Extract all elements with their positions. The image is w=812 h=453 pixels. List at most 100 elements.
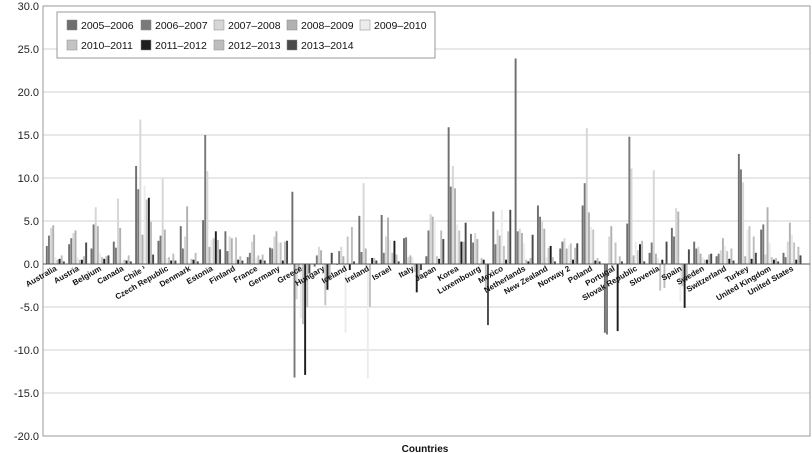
bar bbox=[94, 207, 97, 264]
bar bbox=[594, 260, 597, 264]
legend-swatch bbox=[286, 19, 298, 31]
bar bbox=[291, 191, 294, 264]
bar bbox=[411, 257, 414, 264]
bar bbox=[549, 245, 552, 264]
bar bbox=[648, 252, 651, 264]
bar bbox=[614, 242, 617, 264]
bar bbox=[214, 231, 217, 264]
bar bbox=[145, 199, 148, 264]
bar bbox=[431, 216, 434, 264]
bar bbox=[313, 264, 316, 267]
bar bbox=[598, 261, 601, 264]
legend-box bbox=[56, 11, 436, 59]
bar bbox=[587, 212, 590, 264]
bar bbox=[708, 254, 711, 264]
bar bbox=[85, 242, 88, 264]
bar bbox=[340, 246, 343, 264]
bar bbox=[346, 236, 349, 264]
bar bbox=[283, 241, 286, 264]
bar bbox=[693, 241, 696, 264]
bar bbox=[775, 257, 778, 264]
bar bbox=[643, 261, 646, 264]
bar bbox=[505, 259, 508, 264]
bar bbox=[152, 254, 155, 264]
bar bbox=[719, 250, 722, 264]
bar bbox=[228, 236, 231, 264]
bar bbox=[159, 235, 162, 264]
bar bbox=[482, 259, 485, 264]
bar bbox=[121, 260, 124, 264]
bar bbox=[541, 221, 544, 264]
bar bbox=[165, 257, 168, 264]
bar bbox=[241, 260, 244, 264]
bar bbox=[217, 239, 219, 264]
y-tick-label: -5.0 bbox=[20, 302, 39, 314]
bar bbox=[409, 255, 412, 264]
bar bbox=[338, 251, 341, 264]
bar bbox=[636, 250, 639, 264]
bar bbox=[752, 236, 755, 264]
bar bbox=[612, 264, 615, 273]
bar bbox=[697, 246, 700, 264]
bar bbox=[358, 215, 361, 264]
y-tick-label: 0.0 bbox=[24, 259, 39, 271]
bar bbox=[107, 255, 110, 264]
bar bbox=[186, 206, 189, 264]
bar bbox=[561, 241, 564, 264]
bar bbox=[799, 255, 802, 264]
bar bbox=[306, 264, 309, 307]
bar bbox=[500, 209, 503, 264]
bars bbox=[45, 58, 802, 379]
bar bbox=[190, 258, 193, 264]
bar bbox=[230, 238, 233, 264]
bar bbox=[353, 261, 355, 264]
bar bbox=[362, 183, 365, 264]
bar bbox=[484, 264, 487, 289]
legend-label: 2006–2007 bbox=[155, 20, 208, 32]
legend-label: 2013–2014 bbox=[301, 40, 354, 52]
bar bbox=[449, 186, 452, 264]
bar bbox=[350, 227, 353, 264]
bar bbox=[174, 260, 177, 264]
y-tick-label: 10.0 bbox=[18, 173, 39, 185]
y-tick-label: -20.0 bbox=[14, 431, 39, 443]
bar bbox=[188, 264, 191, 269]
bar bbox=[746, 229, 749, 264]
bar bbox=[232, 259, 235, 264]
bar bbox=[45, 245, 48, 264]
bar bbox=[740, 169, 742, 264]
bar bbox=[90, 248, 93, 264]
y-tick-label: 15.0 bbox=[18, 130, 39, 142]
bar bbox=[129, 261, 132, 264]
bar bbox=[679, 264, 682, 302]
bar bbox=[143, 185, 146, 264]
bar bbox=[567, 245, 570, 264]
bar bbox=[273, 236, 276, 264]
bar bbox=[565, 248, 568, 264]
bar bbox=[60, 255, 63, 264]
bar bbox=[726, 251, 729, 264]
legend-swatch bbox=[140, 19, 152, 31]
legend-label: 2005–2006 bbox=[81, 20, 134, 32]
bar bbox=[760, 229, 763, 264]
bar bbox=[293, 264, 296, 378]
bar bbox=[454, 188, 456, 264]
bar bbox=[389, 239, 392, 264]
bar bbox=[206, 171, 209, 264]
bar bbox=[83, 256, 85, 264]
bar bbox=[427, 230, 430, 264]
bar bbox=[610, 226, 613, 264]
bar bbox=[576, 243, 579, 264]
bar bbox=[387, 217, 390, 264]
bar bbox=[330, 252, 333, 264]
bar bbox=[675, 208, 678, 264]
y-tick-label: -10.0 bbox=[14, 345, 39, 357]
bar bbox=[369, 264, 371, 307]
grid bbox=[43, 5, 810, 437]
bar bbox=[784, 257, 787, 264]
bar bbox=[92, 224, 95, 264]
legend-label: 2009–2010 bbox=[374, 20, 427, 32]
legend-swatch bbox=[66, 19, 78, 31]
bar bbox=[226, 251, 229, 264]
